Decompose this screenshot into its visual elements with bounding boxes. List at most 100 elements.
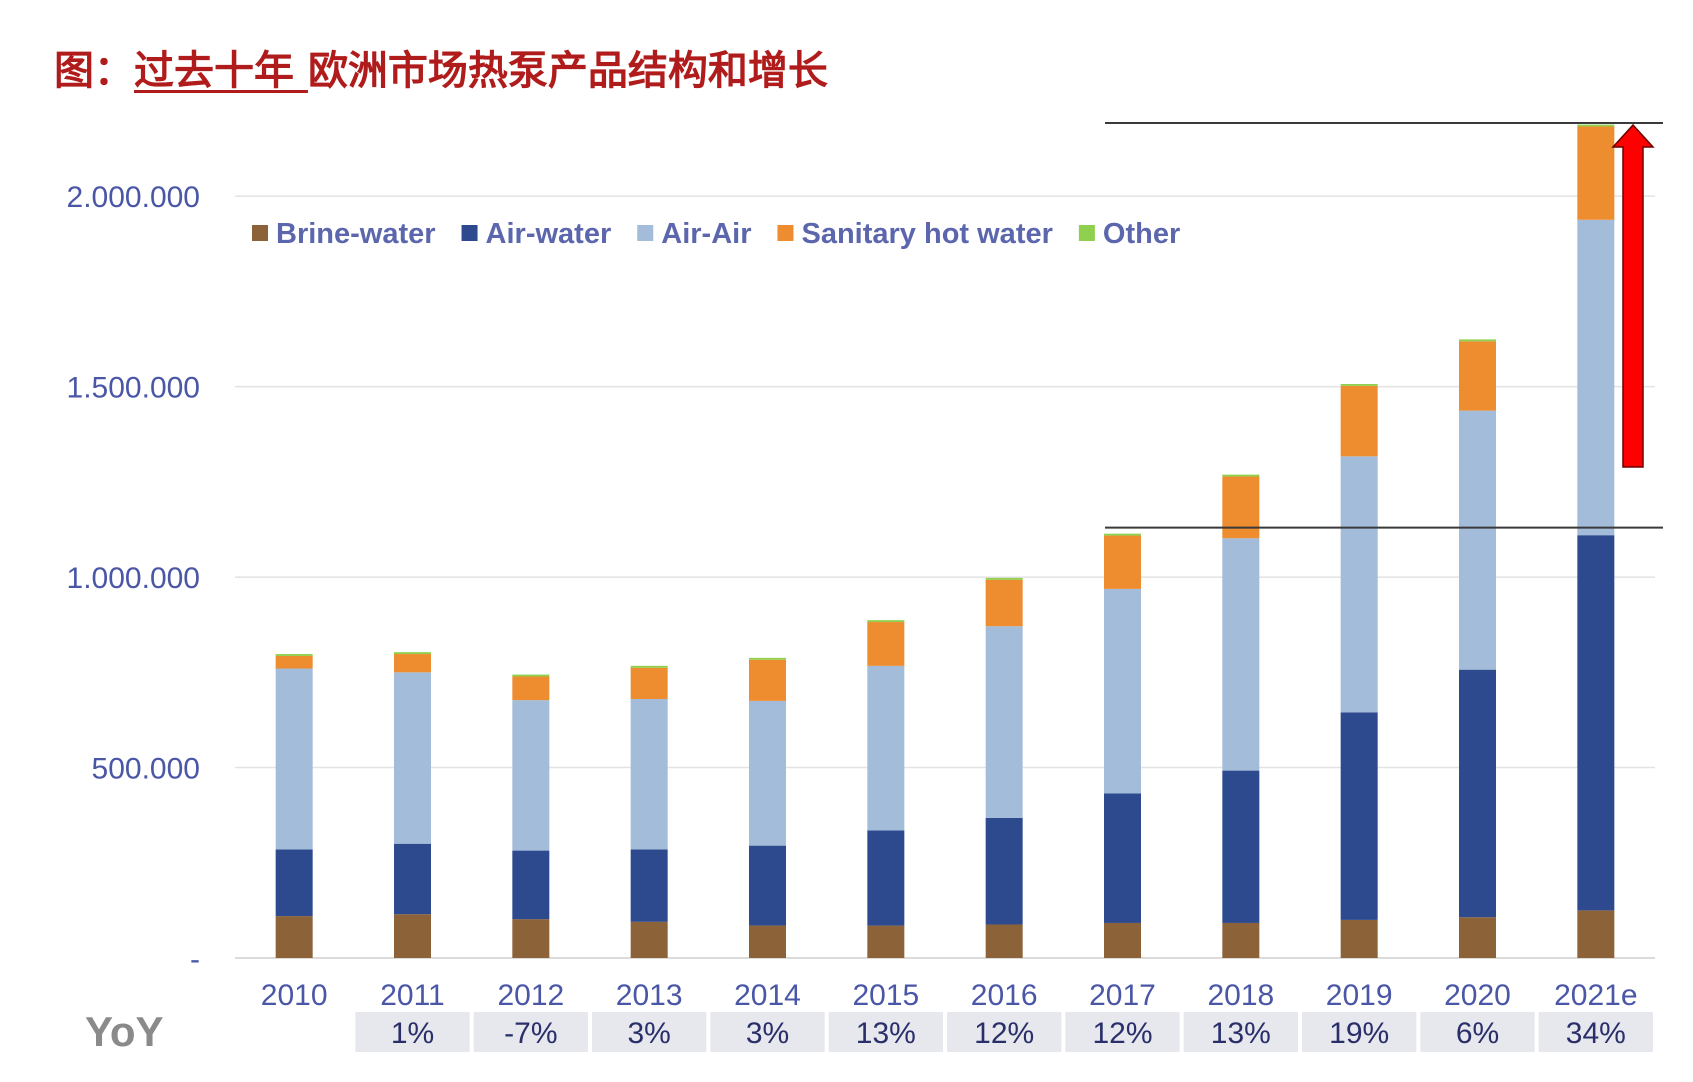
bar-segment bbox=[512, 850, 550, 920]
bar-segment bbox=[1104, 588, 1141, 794]
x-tick-label: 2019 bbox=[1326, 979, 1393, 1012]
bar-segment bbox=[1340, 383, 1378, 386]
bar-segment bbox=[1222, 476, 1260, 539]
y-tick-label: 1.500.000 bbox=[67, 372, 200, 405]
bar-segment bbox=[394, 654, 431, 673]
bar-segment bbox=[867, 622, 905, 666]
bar-segment bbox=[1104, 922, 1141, 958]
bar-segment bbox=[985, 817, 1023, 925]
bar-segment bbox=[1577, 124, 1615, 127]
bar-segment bbox=[394, 843, 431, 915]
title-rest: 欧洲市场热泵产品结构和增长 bbox=[307, 48, 828, 94]
bar-segment bbox=[985, 579, 1023, 627]
yoy-cell bbox=[828, 1012, 943, 1052]
growth-arrow-icon bbox=[1611, 123, 1655, 468]
bar-segment bbox=[275, 916, 313, 958]
bar-stack bbox=[1459, 339, 1496, 958]
y-tick-label: 2.000.000 bbox=[67, 181, 200, 214]
yoy-value: 34% bbox=[1566, 1017, 1626, 1050]
yoy-cell bbox=[355, 1012, 470, 1052]
bar-segment bbox=[1104, 535, 1141, 589]
x-tick-label: 2010 bbox=[261, 979, 328, 1012]
bar-segment bbox=[1222, 474, 1260, 477]
x-tick-label: 2018 bbox=[1207, 979, 1274, 1012]
x-tick-label: 2013 bbox=[616, 979, 683, 1012]
bar-segment bbox=[749, 845, 786, 926]
x-tick-label: 2014 bbox=[734, 979, 801, 1012]
yoy-value: 3% bbox=[627, 1017, 670, 1050]
bar-segment bbox=[1459, 410, 1496, 670]
yoy-cell bbox=[473, 1012, 588, 1052]
bar-segment bbox=[867, 925, 905, 958]
bar-stack bbox=[749, 657, 786, 958]
gridlines bbox=[235, 195, 1655, 959]
bar-segment bbox=[1104, 533, 1141, 536]
y-axis: - 500.000 1.000.000 1.500.000 2.000.000 bbox=[67, 181, 200, 976]
yoy-value: 3% bbox=[746, 1017, 789, 1050]
bar-segment bbox=[985, 924, 1023, 958]
bar-stack bbox=[867, 620, 905, 958]
annotations bbox=[1105, 122, 1663, 529]
yoy-value: 19% bbox=[1329, 1017, 1389, 1050]
x-tick-label: 2016 bbox=[971, 979, 1038, 1012]
bar-segment bbox=[1104, 793, 1141, 923]
yoy-cell bbox=[592, 1012, 707, 1052]
bar-segment bbox=[394, 914, 431, 958]
bar-stack bbox=[275, 654, 313, 958]
bar-stack bbox=[1222, 474, 1260, 958]
y-tick-label: 500.000 bbox=[92, 753, 200, 786]
bar-segment bbox=[394, 652, 431, 655]
x-tick-label: 2012 bbox=[497, 979, 564, 1012]
bar-segment bbox=[630, 667, 668, 699]
bar-segment bbox=[630, 665, 668, 668]
yoy-value: 1% bbox=[391, 1017, 434, 1050]
bar-segment bbox=[1340, 712, 1378, 920]
bar-segment bbox=[1459, 917, 1496, 958]
yoy-cell bbox=[1538, 1012, 1653, 1052]
y-tick-label: - bbox=[190, 943, 200, 976]
bar-segment bbox=[275, 849, 313, 917]
bar-segment bbox=[985, 626, 1023, 818]
legend-label: Air-Air bbox=[661, 218, 751, 250]
bar-segment bbox=[1577, 219, 1615, 536]
bar-segment bbox=[749, 659, 786, 701]
yoy-value: 13% bbox=[1211, 1017, 1271, 1050]
bar-segment bbox=[1222, 922, 1260, 958]
legend-label: Air-water bbox=[486, 218, 612, 250]
yoy-cell bbox=[1065, 1012, 1180, 1052]
bars bbox=[275, 124, 1615, 958]
bar-segment bbox=[867, 830, 905, 926]
yoy-value: 12% bbox=[1092, 1017, 1152, 1050]
yoy-cell bbox=[710, 1012, 825, 1052]
title-underlined: 过去十年 bbox=[134, 48, 308, 94]
legend-swatch bbox=[637, 225, 654, 241]
legend: Brine-water Air-water Air-Air Sanitary hot … bbox=[252, 218, 1180, 250]
yoy-row: YoY 1% -7% 3% 3% 13% 12% 12% 13% 19% 6% 34% bbox=[85, 1008, 1653, 1055]
bar-stack bbox=[1577, 124, 1615, 958]
yoy-value: 6% bbox=[1456, 1017, 1499, 1050]
bar-segment bbox=[1577, 910, 1615, 958]
x-axis: 2010 2011 2012 2013 2014 2015 2016 2017 2018 2019… bbox=[261, 979, 1638, 1012]
bar-stack bbox=[630, 665, 668, 958]
x-tick-label: 2015 bbox=[852, 979, 919, 1012]
bar-stack bbox=[512, 674, 550, 958]
bar-segment bbox=[630, 921, 668, 958]
yoy-cell bbox=[947, 1012, 1062, 1052]
x-tick-label: 2017 bbox=[1089, 979, 1156, 1012]
bar-segment bbox=[1340, 456, 1378, 713]
bar-stack bbox=[985, 577, 1023, 958]
bar-segment bbox=[985, 577, 1023, 580]
yoy-value: 12% bbox=[974, 1017, 1034, 1050]
bar-segment bbox=[1222, 538, 1260, 771]
yoy-label: YoY bbox=[85, 1008, 164, 1055]
x-tick-label: 2020 bbox=[1444, 979, 1511, 1012]
bar-segment bbox=[630, 698, 668, 850]
bar-segment bbox=[512, 674, 550, 677]
bar-segment bbox=[1459, 339, 1496, 342]
x-tick-label: 2021e bbox=[1554, 979, 1637, 1012]
bar-segment bbox=[394, 672, 431, 844]
legend-label: Brine-water bbox=[276, 218, 436, 250]
bar-segment bbox=[512, 676, 550, 701]
legend-swatch bbox=[252, 225, 268, 241]
